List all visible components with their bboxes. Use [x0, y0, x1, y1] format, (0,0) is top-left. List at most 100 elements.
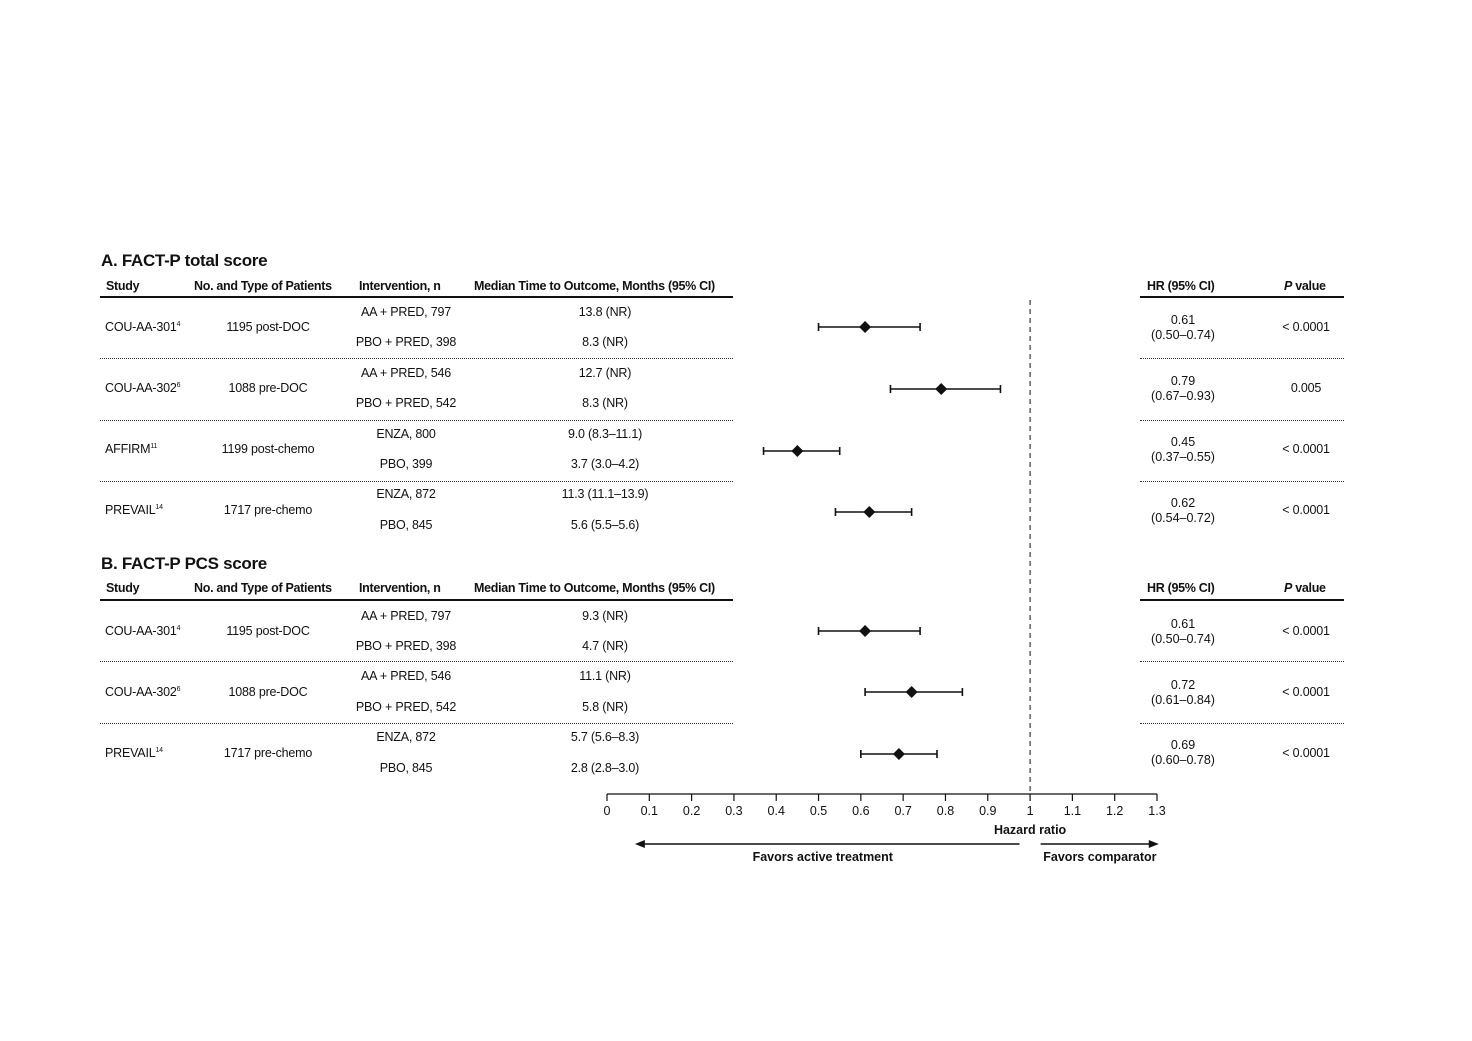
study-name: AFFIRM11 [105, 442, 158, 456]
hr-point-diamond [892, 748, 905, 760]
row-divider [1140, 661, 1344, 662]
arm2: PBO + PRED, 542 [355, 700, 457, 714]
panel-b-header-rule-right [1140, 599, 1344, 601]
p-value: < 0.0001 [1282, 503, 1330, 517]
median1: 9.3 (NR) [582, 609, 628, 623]
panel-a-header-patients: No. and Type of Patients [194, 279, 332, 293]
patients: 1199 post-chemo [221, 442, 315, 456]
hr-ci: 0.69 (0.60–0.78) [1151, 738, 1215, 767]
arm1: ENZA, 800 [376, 427, 436, 441]
favors-comparator-label: Favors comparator [1043, 850, 1156, 864]
median2: 4.7 (NR) [582, 639, 628, 653]
x-tick-label: 0 [604, 804, 611, 818]
panel-b-header-p: P value [1284, 581, 1326, 595]
x-tick-label: 1 [1027, 804, 1034, 818]
hr-ci: 0.45 (0.37–0.55) [1151, 435, 1215, 464]
study-name: COU-AA-3014 [105, 320, 181, 334]
patients: 1195 post-DOC [226, 320, 310, 334]
patients: 1195 post-DOC [226, 624, 310, 638]
panel-b-header-rule-left [100, 599, 733, 601]
x-tick-label: 1.3 [1148, 804, 1165, 818]
median2: 2.8 (2.8–3.0) [570, 761, 640, 775]
x-tick-label: 0.4 [768, 804, 785, 818]
hr-point-diamond [859, 625, 872, 637]
p-value: < 0.0001 [1282, 685, 1330, 699]
arm1: AA + PRED, 797 [361, 305, 451, 319]
hr-point-diamond [935, 383, 948, 395]
panel-a-header-median: Median Time to Outcome, Months (95% CI) [474, 279, 715, 293]
hr-ci: 0.79 (0.67–0.93) [1151, 374, 1215, 403]
patients: 1088 pre-DOC [228, 381, 308, 395]
row-divider [100, 723, 733, 724]
x-tick-label: 0.8 [937, 804, 954, 818]
arm2: PBO + PRED, 398 [355, 335, 457, 349]
arm1: AA + PRED, 797 [361, 609, 451, 623]
median2: 8.3 (NR) [582, 396, 628, 410]
x-tick-label: 0.1 [641, 804, 658, 818]
x-tick-label: 0.7 [894, 804, 911, 818]
median1: 5.7 (5.6–8.3) [570, 730, 640, 744]
arm1: AA + PRED, 546 [361, 669, 451, 683]
median2: 8.3 (NR) [582, 335, 628, 349]
x-tick-label: 1.2 [1106, 804, 1123, 818]
panel-b-header-patients: No. and Type of Patients [194, 581, 332, 595]
patients: 1717 pre-chemo [223, 503, 313, 517]
median2: 5.6 (5.5–5.6) [570, 518, 640, 532]
hr-ci: 0.61 (0.50–0.74) [1151, 617, 1215, 646]
row-divider [1140, 481, 1344, 482]
arm2: PBO, 845 [379, 761, 433, 775]
hr-point-diamond [905, 686, 918, 698]
favors-active-arrowhead [634, 840, 645, 848]
study-name: COU-AA-3014 [105, 624, 181, 638]
patients: 1717 pre-chemo [223, 746, 313, 760]
study-name: COU-AA-3026 [105, 685, 181, 699]
panel-a-header-rule-right [1140, 296, 1344, 298]
p-value: 0.005 [1290, 381, 1322, 395]
hr-ci: 0.62 (0.54–0.72) [1151, 496, 1215, 525]
arm1: AA + PRED, 546 [361, 366, 451, 380]
panel-a-header-rule-left [100, 296, 733, 298]
panel-b-header-median: Median Time to Outcome, Months (95% CI) [474, 581, 715, 595]
arm2: PBO, 845 [379, 518, 433, 532]
study-name: PREVAIL14 [105, 746, 163, 760]
x-axis-label: Hazard ratio [994, 823, 1067, 837]
panel-b-header-hr: HR (95% CI) [1147, 581, 1215, 595]
x-tick-label: 0.6 [852, 804, 869, 818]
patients: 1088 pre-DOC [228, 685, 308, 699]
favors-comparator-arrowhead [1148, 840, 1159, 848]
arm2: PBO + PRED, 542 [355, 396, 457, 410]
x-tick-label: 0.3 [725, 804, 742, 818]
panel-a-header-p: P value [1284, 279, 1326, 293]
panel-a-header-intervention: Intervention, n [359, 279, 441, 293]
panel-a-header-hr: HR (95% CI) [1147, 279, 1215, 293]
p-value: < 0.0001 [1282, 746, 1330, 760]
hr-ci: 0.61 (0.50–0.74) [1151, 313, 1215, 342]
row-divider [1140, 358, 1344, 359]
hr-point-diamond [859, 321, 872, 333]
row-divider [100, 358, 733, 359]
hr-point-diamond [791, 445, 804, 457]
x-tick-label: 0.9 [979, 804, 996, 818]
median1: 9.0 (8.3–11.1) [567, 427, 643, 441]
panel-b-header-study: Study [106, 581, 140, 595]
median2: 5.8 (NR) [582, 700, 628, 714]
panel-a-title: A. FACT-P total score [101, 251, 268, 270]
x-tick-label: 1.1 [1064, 804, 1081, 818]
p-value: < 0.0001 [1282, 624, 1330, 638]
arm2: PBO, 399 [379, 457, 433, 471]
p-value: < 0.0001 [1282, 442, 1330, 456]
p-value: < 0.0001 [1282, 320, 1330, 334]
median1: 12.7 (NR) [578, 366, 632, 380]
panel-b-title: B. FACT-P PCS score [101, 554, 267, 573]
x-tick-label: 0.2 [683, 804, 700, 818]
arm2: PBO + PRED, 398 [355, 639, 457, 653]
row-divider [100, 420, 733, 421]
median2: 3.7 (3.0–4.2) [570, 457, 640, 471]
study-name: PREVAIL14 [105, 503, 163, 517]
median1: 13.8 (NR) [578, 305, 632, 319]
hr-ci: 0.72 (0.61–0.84) [1151, 678, 1215, 707]
median1: 11.3 (11.1–13.9) [561, 487, 649, 501]
row-divider [1140, 420, 1344, 421]
row-divider [100, 661, 733, 662]
